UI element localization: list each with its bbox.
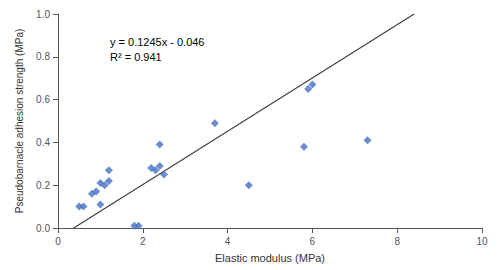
svg-text:1.0: 1.0: [36, 9, 50, 20]
svg-text:2: 2: [140, 236, 146, 247]
svg-text:0.0: 0.0: [36, 223, 50, 234]
svg-text:8: 8: [394, 236, 400, 247]
svg-text:0.8: 0.8: [36, 51, 50, 62]
svg-text:0.6: 0.6: [36, 94, 50, 105]
svg-text:6: 6: [310, 236, 316, 247]
svg-text:y = 0.1245x - 0.046: y = 0.1245x - 0.046: [110, 36, 204, 48]
svg-text:4: 4: [225, 236, 231, 247]
svg-text:0.4: 0.4: [36, 137, 50, 148]
svg-text:Elastic modulus (MPa): Elastic modulus (MPa): [215, 252, 325, 264]
svg-text:R² = 0.941: R² = 0.941: [110, 51, 162, 63]
svg-text:0: 0: [55, 236, 61, 247]
svg-text:0.2: 0.2: [36, 180, 50, 191]
svg-text:10: 10: [476, 236, 488, 247]
svg-text:Pseudobarnacle adhesion streng: Pseudobarnacle adhesion strength (MPa): [14, 29, 25, 214]
